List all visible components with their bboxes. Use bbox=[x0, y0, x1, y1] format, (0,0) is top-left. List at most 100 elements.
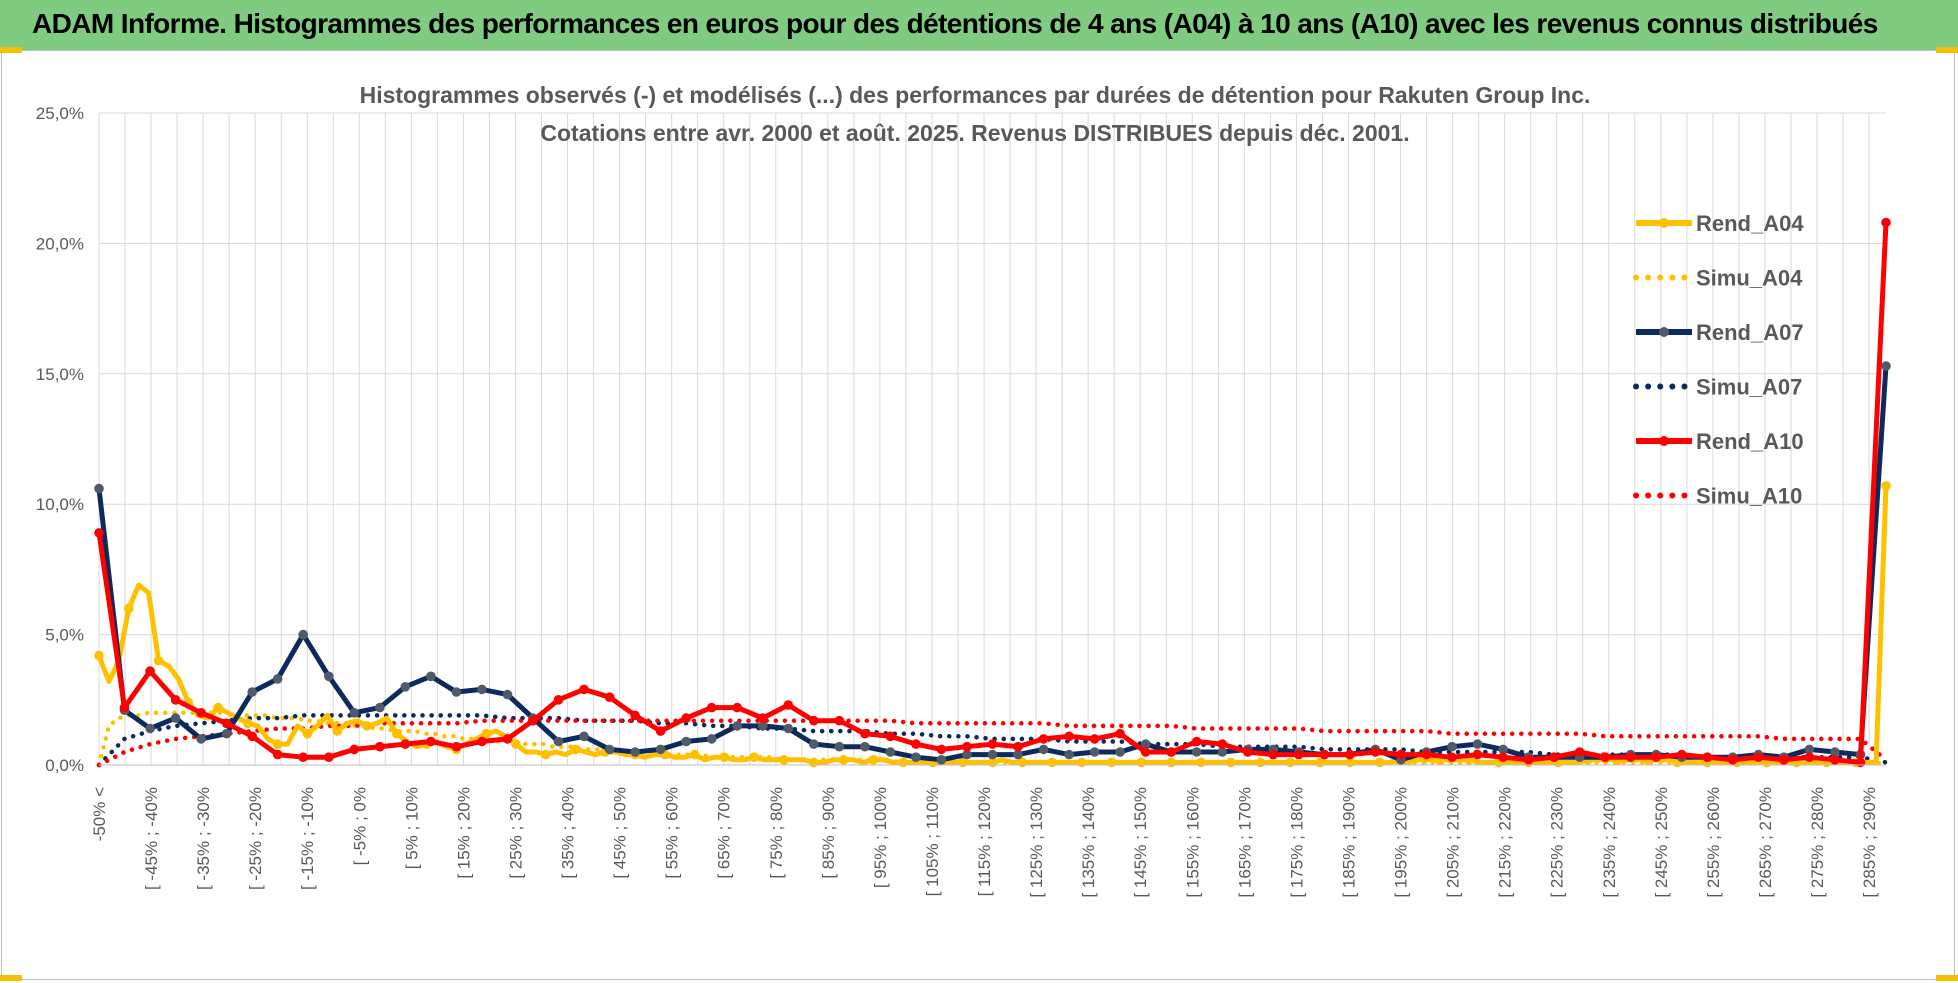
data-point bbox=[94, 483, 104, 494]
data-point bbox=[375, 741, 385, 752]
data-point bbox=[1523, 755, 1534, 765]
data-point bbox=[1166, 757, 1176, 768]
data-point bbox=[1166, 747, 1176, 757]
data-point bbox=[579, 684, 589, 695]
data-point bbox=[94, 650, 104, 661]
data-point bbox=[1625, 752, 1636, 762]
legend-entry-Simu_A10: Simu_A10 bbox=[1633, 484, 1802, 509]
chart-title: Histogrammes observés (-) et modélisés (… bbox=[360, 82, 1591, 146]
data-point bbox=[1804, 752, 1815, 762]
legend-label: Rend_A10 bbox=[1696, 429, 1804, 454]
data-point bbox=[681, 736, 691, 747]
data-point bbox=[1255, 757, 1266, 768]
legend-label: Rend_A04 bbox=[1696, 211, 1804, 236]
data-point bbox=[1574, 747, 1585, 757]
data-point bbox=[868, 755, 879, 765]
data-point bbox=[1089, 747, 1100, 757]
banner-title: ADAM Informe. Histogrammes des performan… bbox=[0, 0, 1958, 50]
data-point bbox=[689, 749, 700, 760]
axis-layer: 0,0% 5,0% 10,0% 15,0% 20,0% 25,0% -50% < [ -45%… bbox=[36, 104, 1886, 898]
data-point bbox=[247, 731, 257, 742]
data-point bbox=[1728, 755, 1738, 765]
data-point bbox=[1136, 757, 1147, 768]
series-line-Rend_A10 bbox=[96, 220, 1889, 765]
data-point bbox=[783, 700, 794, 710]
data-point bbox=[272, 674, 283, 684]
data-point bbox=[324, 671, 334, 682]
data-point bbox=[962, 749, 972, 760]
x-tick-label: [ 235% ; 240% bbox=[1600, 787, 1619, 898]
x-tick-label: [ 215% ; 220% bbox=[1496, 787, 1515, 898]
data-point bbox=[1064, 749, 1074, 760]
data-point bbox=[426, 736, 436, 747]
data-point bbox=[324, 752, 334, 762]
legend-label: Simu_A04 bbox=[1696, 266, 1803, 291]
data-point bbox=[1345, 749, 1355, 760]
data-point bbox=[272, 749, 283, 760]
x-tick-label: [ 75% ; 80% bbox=[767, 787, 786, 879]
data-point bbox=[426, 671, 436, 682]
data-point bbox=[1472, 749, 1483, 760]
series-line-Simu_A10 bbox=[96, 718, 1889, 768]
legend-label: Rend_A07 bbox=[1696, 320, 1804, 345]
x-tick-label: [ -5% ; 0% bbox=[350, 787, 369, 865]
data-point bbox=[196, 734, 206, 744]
data-point bbox=[570, 744, 581, 755]
corner-marker-bottom-left bbox=[0, 975, 22, 981]
x-tick-label: [ 165% ; 170% bbox=[1235, 787, 1254, 898]
data-point bbox=[1396, 749, 1406, 760]
data-point bbox=[298, 629, 309, 640]
data-point bbox=[1600, 752, 1610, 762]
data-point bbox=[1217, 739, 1228, 749]
x-tick-label: [ 85% ; 90% bbox=[819, 787, 838, 879]
corner-marker-top-right bbox=[1936, 47, 1958, 53]
data-point bbox=[911, 739, 921, 749]
data-point bbox=[541, 749, 551, 760]
data-point bbox=[987, 739, 998, 749]
x-tick-label: [ 5% ; 10% bbox=[402, 787, 421, 869]
data-point bbox=[757, 713, 768, 723]
data-point bbox=[1447, 741, 1457, 752]
x-tick-label: [ 245% ; 250% bbox=[1652, 787, 1671, 898]
x-tick-label: [ 145% ; 150% bbox=[1131, 787, 1150, 898]
grid-layer bbox=[98, 112, 1886, 766]
data-point bbox=[400, 739, 411, 749]
data-point bbox=[1804, 744, 1815, 755]
y-tick-label: 20,0% bbox=[36, 234, 84, 253]
series-line-Rend_A04 bbox=[96, 483, 1889, 765]
data-point bbox=[706, 734, 717, 744]
corner-marker-top-left bbox=[0, 47, 22, 53]
data-point bbox=[247, 687, 257, 697]
legend-label: Simu_A10 bbox=[1696, 484, 1802, 509]
data-point bbox=[1881, 481, 1891, 491]
data-point bbox=[1268, 749, 1279, 760]
data-point bbox=[362, 721, 372, 731]
data-point bbox=[1243, 747, 1253, 757]
data-point bbox=[119, 702, 130, 713]
data-point bbox=[1319, 749, 1330, 760]
x-tick-label: [ 195% ; 200% bbox=[1392, 787, 1411, 898]
data-point bbox=[1549, 752, 1559, 762]
data-point bbox=[1830, 755, 1840, 765]
data-point bbox=[502, 734, 513, 744]
data-point bbox=[1651, 752, 1661, 762]
data-point bbox=[1830, 747, 1840, 757]
data-point bbox=[400, 682, 411, 692]
data-point bbox=[719, 752, 730, 762]
data-point bbox=[779, 755, 789, 765]
data-point bbox=[706, 702, 717, 713]
data-point bbox=[749, 752, 759, 762]
data-point bbox=[1779, 755, 1789, 765]
data-point bbox=[1089, 734, 1100, 744]
data-point bbox=[911, 752, 921, 762]
data-point bbox=[1140, 747, 1151, 757]
data-point bbox=[655, 726, 666, 736]
series-line-Rend_A07 bbox=[96, 363, 1889, 763]
x-tick-label: [ -15% ; -10% bbox=[298, 787, 317, 890]
corner-marker-bottom-right bbox=[1936, 975, 1958, 981]
data-point bbox=[375, 702, 385, 713]
data-point bbox=[477, 736, 487, 747]
data-point bbox=[1498, 744, 1508, 755]
data-point bbox=[170, 713, 181, 723]
